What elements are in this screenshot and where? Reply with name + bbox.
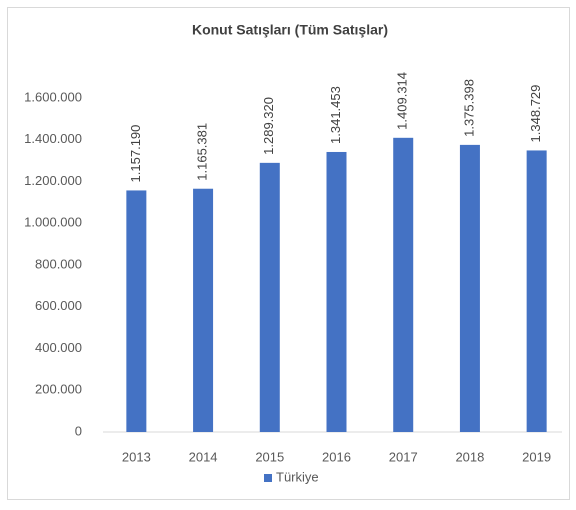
bar [259, 162, 280, 433]
y-tick-label: 1.600.000 [24, 89, 82, 104]
bar [193, 188, 214, 432]
y-tick-label: 800.000 [35, 256, 82, 271]
value-label: 1.348.729 [528, 85, 543, 143]
x-tick-label: 2014 [189, 449, 218, 464]
y-tick-label: 600.000 [35, 298, 82, 313]
bar [459, 144, 480, 432]
x-tick-label: 2019 [522, 449, 551, 464]
bar [393, 137, 414, 432]
value-label: 1.341.453 [328, 86, 343, 144]
y-tick-label: 200.000 [35, 382, 82, 397]
bar [326, 151, 347, 432]
bar [526, 150, 547, 432]
value-label: 1.375.398 [461, 79, 476, 137]
value-label: 1.409.314 [395, 72, 410, 130]
value-label: 1.157.190 [128, 125, 143, 183]
x-tick-label: 2017 [389, 449, 418, 464]
x-tick-label: 2018 [455, 449, 484, 464]
legend-label: Türkiye [276, 469, 319, 484]
y-tick-label: 1.000.000 [24, 215, 82, 230]
bar [126, 190, 147, 432]
chart-border [7, 7, 570, 500]
y-tick-label: 1.200.000 [24, 173, 82, 188]
y-tick-label: 0 [75, 423, 82, 438]
y-tick-label: 400.000 [35, 340, 82, 355]
legend-swatch [264, 474, 272, 482]
x-tick-label: 2016 [322, 449, 351, 464]
value-label: 1.165.381 [195, 123, 210, 181]
x-tick-label: 2013 [122, 449, 151, 464]
value-label: 1.289.320 [261, 97, 276, 155]
x-tick-label: 2015 [255, 449, 284, 464]
chart-title: Konut Satışları (Tüm Satışlar) [192, 22, 388, 38]
y-tick-label: 1.400.000 [24, 131, 82, 146]
